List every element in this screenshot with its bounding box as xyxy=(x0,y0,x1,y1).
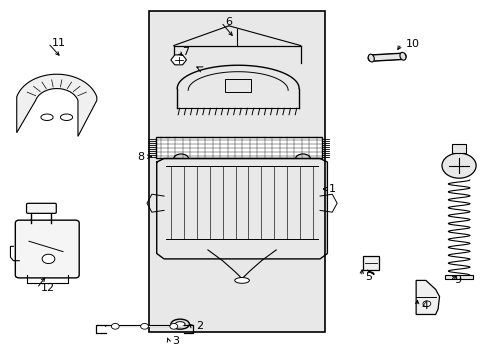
FancyBboxPatch shape xyxy=(26,203,56,213)
Text: 4: 4 xyxy=(420,301,427,311)
Text: 9: 9 xyxy=(453,275,460,285)
Ellipse shape xyxy=(175,321,184,327)
Text: 1: 1 xyxy=(328,184,335,194)
Polygon shape xyxy=(170,55,186,65)
Text: 12: 12 xyxy=(41,283,55,293)
Circle shape xyxy=(422,301,430,307)
Text: 2: 2 xyxy=(195,321,203,331)
Ellipse shape xyxy=(170,319,189,329)
Bar xyxy=(224,78,251,92)
Ellipse shape xyxy=(367,54,373,62)
Text: 5: 5 xyxy=(365,272,372,282)
Text: 10: 10 xyxy=(405,39,419,49)
Ellipse shape xyxy=(234,278,249,283)
Text: 3: 3 xyxy=(172,336,179,346)
Polygon shape xyxy=(17,74,97,136)
Bar xyxy=(362,256,378,270)
Text: 6: 6 xyxy=(224,17,231,27)
Text: 11: 11 xyxy=(52,38,66,48)
Text: 8: 8 xyxy=(137,152,144,162)
Circle shape xyxy=(141,323,148,329)
Bar xyxy=(451,144,466,153)
Circle shape xyxy=(111,323,119,329)
Bar xyxy=(156,137,321,158)
Polygon shape xyxy=(415,280,439,315)
Text: 7: 7 xyxy=(182,46,189,57)
Bar xyxy=(149,12,325,332)
Circle shape xyxy=(441,153,475,178)
Circle shape xyxy=(169,323,177,329)
FancyBboxPatch shape xyxy=(15,220,79,278)
Bar xyxy=(445,275,472,279)
Circle shape xyxy=(42,254,55,264)
Ellipse shape xyxy=(399,52,405,60)
